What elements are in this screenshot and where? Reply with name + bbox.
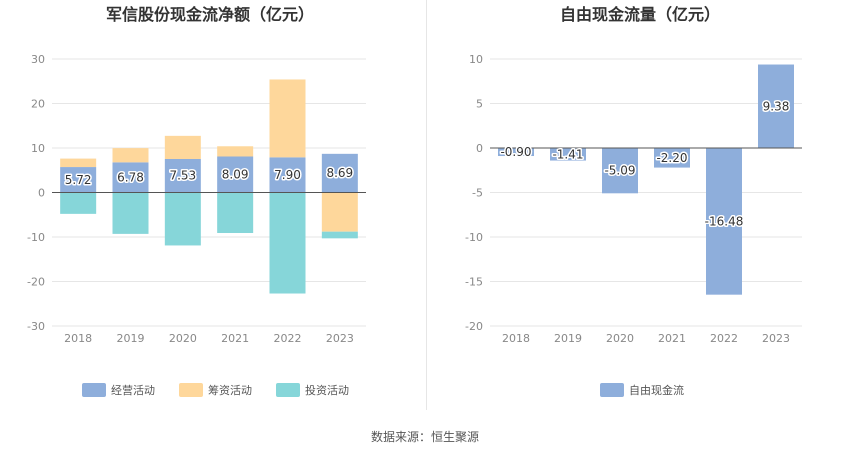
legend-entry: 自由现金流	[629, 383, 684, 397]
y-tick-label: 20	[31, 98, 45, 111]
bar-投资活动-2020	[164, 192, 201, 246]
data-label-2018: 5.72	[65, 173, 92, 187]
data-label-2021: -2.20	[656, 151, 687, 165]
x-tick-label: 2018	[502, 332, 530, 345]
y-tick-label: 10	[469, 53, 483, 66]
bar-筹资活动-2019	[112, 148, 149, 163]
data-label-2023: 9.38	[763, 99, 790, 113]
x-tick-label: 2020	[169, 332, 197, 345]
y-tick-label: 0	[38, 187, 45, 200]
y-tick-label: -10	[27, 231, 45, 244]
bar-自由现金流-2022	[706, 148, 742, 295]
bar-投资活动-2023	[321, 231, 358, 239]
y-tick-label: 30	[31, 53, 45, 66]
legend-entry: 经营活动	[111, 383, 155, 397]
bar-自由现金流-2021	[654, 148, 690, 168]
x-tick-label: 2018	[64, 332, 92, 345]
x-tick-label: 2020	[606, 332, 634, 345]
data-label-2019: 6.78	[117, 170, 144, 184]
bar-经营活动-2021	[217, 156, 254, 193]
bar-筹资活动-2023	[321, 192, 358, 232]
data-label-2020: 7.53	[169, 169, 196, 183]
y-tick-label: 0	[476, 142, 483, 155]
y-tick-label: 10	[31, 142, 45, 155]
legend-swatch	[276, 383, 300, 397]
bar-投资活动-2018	[60, 192, 97, 214]
y-tick-label: -5	[472, 187, 483, 200]
x-tick-label: 2019	[554, 332, 582, 345]
data-label-2022: 7.90	[274, 168, 301, 182]
y-tick-label: -30	[27, 320, 45, 333]
chart-title-1: 军信股份现金流净额（亿元）	[106, 5, 314, 24]
data-source-label: 数据来源：恒生聚源	[370, 430, 479, 444]
data-label-2019: -1.41	[552, 147, 583, 161]
panel-divider	[426, 0, 427, 410]
x-tick-label: 2021	[658, 332, 686, 345]
bar-筹资活动-2022	[269, 79, 306, 158]
x-tick-label: 2021	[221, 332, 249, 345]
data-label-2022: -16.48	[705, 214, 744, 228]
y-tick-label: -20	[465, 320, 483, 333]
bar-经营活动-2018	[60, 167, 97, 193]
y-tick-label: 5	[476, 98, 483, 111]
bar-筹资活动-2021	[217, 146, 254, 157]
bar-投资活动-2021	[217, 192, 254, 233]
bar-自由现金流-2018	[498, 148, 534, 157]
x-tick-label: 2022	[710, 332, 738, 345]
data-label-2020: -5.09	[604, 164, 635, 178]
y-tick-label: -15	[465, 276, 483, 289]
bar-自由现金流-2019	[550, 148, 586, 161]
legend-entry: 筹资活动	[208, 383, 252, 397]
y-tick-label: -10	[465, 231, 483, 244]
legend-swatch	[600, 383, 624, 397]
data-label-2018: -0.90	[500, 145, 531, 159]
y-tick-label: -20	[27, 276, 45, 289]
legend-entry: 投资活动	[305, 383, 349, 397]
bar-经营活动-2022	[269, 157, 306, 193]
bar-投资活动-2019	[112, 192, 149, 234]
x-tick-label: 2023	[326, 332, 354, 345]
x-tick-label: 2023	[762, 332, 790, 345]
chart-title-2: 自由现金流量（亿元）	[560, 5, 720, 24]
bar-自由现金流-2020	[602, 148, 638, 194]
bar-自由现金流-2023	[758, 64, 794, 148]
bar-经营活动-2019	[112, 162, 149, 193]
data-label-2023: 8.69	[326, 166, 353, 180]
x-tick-label: 2019	[117, 332, 145, 345]
bar-经营活动-2023	[321, 153, 358, 193]
bar-筹资活动-2018	[60, 158, 97, 168]
data-label-2021: 8.09	[222, 167, 249, 181]
legend-swatch	[82, 383, 106, 397]
bar-经营活动-2020	[164, 158, 201, 193]
bar-投资活动-2022	[269, 192, 306, 294]
x-tick-label: 2022	[274, 332, 302, 345]
legend-swatch	[179, 383, 203, 397]
bar-筹资活动-2020	[164, 135, 201, 159]
